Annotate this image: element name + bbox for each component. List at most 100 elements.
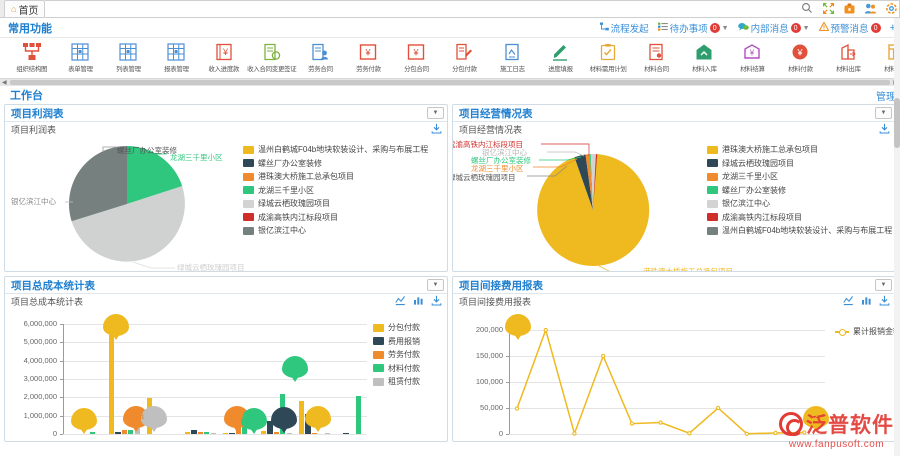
bar-2[interactable] — [197, 431, 203, 434]
operating-legend-item[interactable]: 港珠澳大桥施工总承包项目 — [707, 144, 892, 155]
bar-4[interactable] — [286, 432, 292, 434]
profit-legend-item[interactable]: 龙湖三千里小区 — [243, 185, 428, 196]
scroll-track[interactable] — [9, 80, 891, 85]
bar-3[interactable] — [204, 431, 210, 434]
bar-chart-icon-2[interactable] — [861, 295, 872, 308]
pie-slice-yinyi[interactable] — [68, 146, 127, 222]
line-chart-icon-2[interactable] — [843, 295, 854, 308]
quicklink-progress-fill-icon[interactable]: 进度填报 — [536, 40, 584, 74]
data-marker[interactable]: 21000 — [282, 356, 308, 378]
quicklink-material-payment-icon[interactable]: ¥ 材料付款 — [776, 40, 824, 74]
workbench-manage-link[interactable]: 管理 — [876, 91, 896, 103]
bar-2[interactable] — [121, 429, 127, 434]
profit-legend-item[interactable]: 港珠澳大桥施工总承包项目 — [243, 171, 428, 182]
link-process-start[interactable]: 流程发起 — [599, 21, 649, 35]
briefcase-icon[interactable] — [842, 1, 856, 15]
bar-1[interactable] — [191, 430, 197, 434]
add-link-icon[interactable]: + — [889, 22, 896, 34]
chevron-down-icon[interactable]: ▼ — [721, 24, 729, 32]
data-marker[interactable]: 599000 — [103, 314, 129, 336]
quicklink-material-plan-icon[interactable]: 材料需用计划 — [584, 40, 632, 74]
totalcost-legend-item[interactable]: 费用报销 — [373, 336, 420, 347]
quicklink-org-chart-icon[interactable]: 组织结构图 — [8, 40, 56, 74]
operating-legend-item[interactable]: 成渝高铁内江标段项目 — [707, 212, 892, 223]
quicklink-form-icon[interactable]: 表单管理 — [56, 40, 104, 74]
operating-legend-item[interactable]: 螺丝厂办公室装修 — [707, 185, 892, 196]
pie-slice-lvcheng2[interactable] — [574, 154, 594, 211]
pie-slice-lvcheng[interactable] — [71, 186, 185, 262]
download-icon-3[interactable] — [431, 295, 442, 308]
panel-profit-dropdown[interactable]: ▼ — [427, 107, 444, 119]
indirect-legend-item[interactable]: 累计报销金额 — [835, 326, 895, 337]
bar-1[interactable] — [267, 421, 273, 434]
pie-slice-luosichang2[interactable] — [589, 154, 593, 210]
tab-home[interactable]: ⌂ 首页 — [4, 0, 46, 17]
quicklink-site-log-icon[interactable]: 施工日志 — [488, 40, 536, 74]
pie-slice-gangzhuao[interactable] — [537, 154, 650, 266]
bar-3[interactable] — [356, 396, 362, 434]
bar-4[interactable] — [210, 432, 216, 434]
profit-legend-item[interactable]: 银亿滨江中心 — [243, 225, 428, 236]
quicklink-report-icon[interactable]: 报表管理 — [152, 40, 200, 74]
bar-0[interactable] — [109, 324, 115, 434]
totalcost-legend-item[interactable]: 分包付款 — [373, 322, 420, 333]
bar-3[interactable] — [90, 431, 96, 434]
download-icon[interactable] — [431, 123, 442, 136]
data-marker[interactable]: 900 — [241, 408, 267, 430]
data-marker[interactable]: 234 — [71, 408, 97, 430]
operating-legend-item[interactable]: 绿城云栖玫瑰园项目 — [707, 158, 892, 169]
search-icon[interactable] — [800, 1, 814, 15]
scroll-left-icon[interactable]: ◀ — [2, 80, 7, 86]
fullscreen-icon[interactable] — [821, 1, 835, 15]
bar-2[interactable] — [273, 432, 279, 434]
panel-totalcost-dropdown[interactable]: ▼ — [427, 279, 444, 291]
pie-slice-yinyi2[interactable] — [590, 153, 596, 210]
bar-1[interactable] — [229, 432, 235, 434]
gear-icon[interactable] — [884, 1, 898, 15]
data-marker[interactable]: 34890 — [305, 406, 331, 428]
data-marker[interactable]: 3000 — [141, 406, 167, 428]
users-icon[interactable] — [863, 1, 877, 15]
operating-legend-item[interactable]: 银亿滨江中心 — [707, 198, 892, 209]
quicklink-material-contract-icon[interactable]: 材料合同 — [632, 40, 680, 74]
totalcost-legend-item[interactable]: 租赁付款 — [373, 376, 420, 387]
totalcost-legend-item[interactable]: 材料付款 — [373, 363, 420, 374]
icon-strip-scrollbar[interactable]: ◀ ▶ — [0, 78, 900, 86]
data-marker[interactable]: 22 — [271, 407, 297, 429]
bar-1[interactable] — [115, 432, 121, 434]
bar-0[interactable] — [185, 431, 191, 434]
page-scrollbar[interactable] — [894, 18, 900, 456]
line-chart-icon[interactable] — [395, 295, 406, 308]
panel-operating-dropdown[interactable]: ▼ — [875, 107, 892, 119]
quicklink-labor-contract-icon[interactable]: 劳务合同 — [296, 40, 344, 74]
bar-2[interactable] — [311, 432, 317, 434]
page-scrollbar-thumb[interactable] — [894, 98, 900, 148]
operating-legend-item[interactable]: 龙湖三千里小区 — [707, 171, 892, 182]
pie-slice-chengyu[interactable] — [593, 154, 598, 210]
download-icon-2[interactable] — [879, 123, 890, 136]
data-marker[interactable]: 200000 — [505, 314, 531, 336]
totalcost-legend-item[interactable]: 劳务付款 — [373, 349, 420, 360]
quicklink-income-contract-icon[interactable]: 收入合同变更签证 — [247, 40, 297, 74]
quicklink-subcontract-icon[interactable]: ¥ 分包合同 — [392, 40, 440, 74]
link-alert-message[interactable]: 预警消息 0 — [818, 21, 881, 35]
quicklink-income-progress-icon[interactable]: ¥ 收入进度款 — [200, 40, 248, 74]
profit-legend-item[interactable]: 螺丝厂办公室装修 — [243, 158, 428, 169]
quicklink-labor-payment-icon[interactable]: ¥ 劳务付款 — [344, 40, 392, 74]
quicklink-sub-payment-icon[interactable]: 分包付款 — [440, 40, 488, 74]
quicklink-list-mgr-icon[interactable]: 列表管理 — [104, 40, 152, 74]
bar-0[interactable] — [299, 401, 305, 434]
quicklink-material-out-icon[interactable]: 材料出库 — [824, 40, 872, 74]
bar-4[interactable] — [324, 433, 330, 434]
chevron-down-icon-2[interactable]: ▼ — [802, 24, 810, 32]
quicklink-material-settle-icon[interactable]: ¥ 材料结算 — [728, 40, 776, 74]
operating-legend-item[interactable]: 温州白鹤城F04b地块软装设计、采购与布展工程 — [707, 225, 892, 236]
data-marker[interactable]: 2 — [803, 406, 829, 428]
quicklink-material-in-icon[interactable]: 材料入库 — [680, 40, 728, 74]
download-icon-4[interactable] — [879, 295, 890, 308]
bar-1[interactable] — [343, 433, 349, 434]
panel-indirect-dropdown[interactable]: ▼ — [875, 279, 892, 291]
bar-3[interactable] — [128, 429, 134, 434]
bar-chart-icon[interactable] — [413, 295, 424, 308]
bar-0[interactable] — [223, 432, 229, 434]
